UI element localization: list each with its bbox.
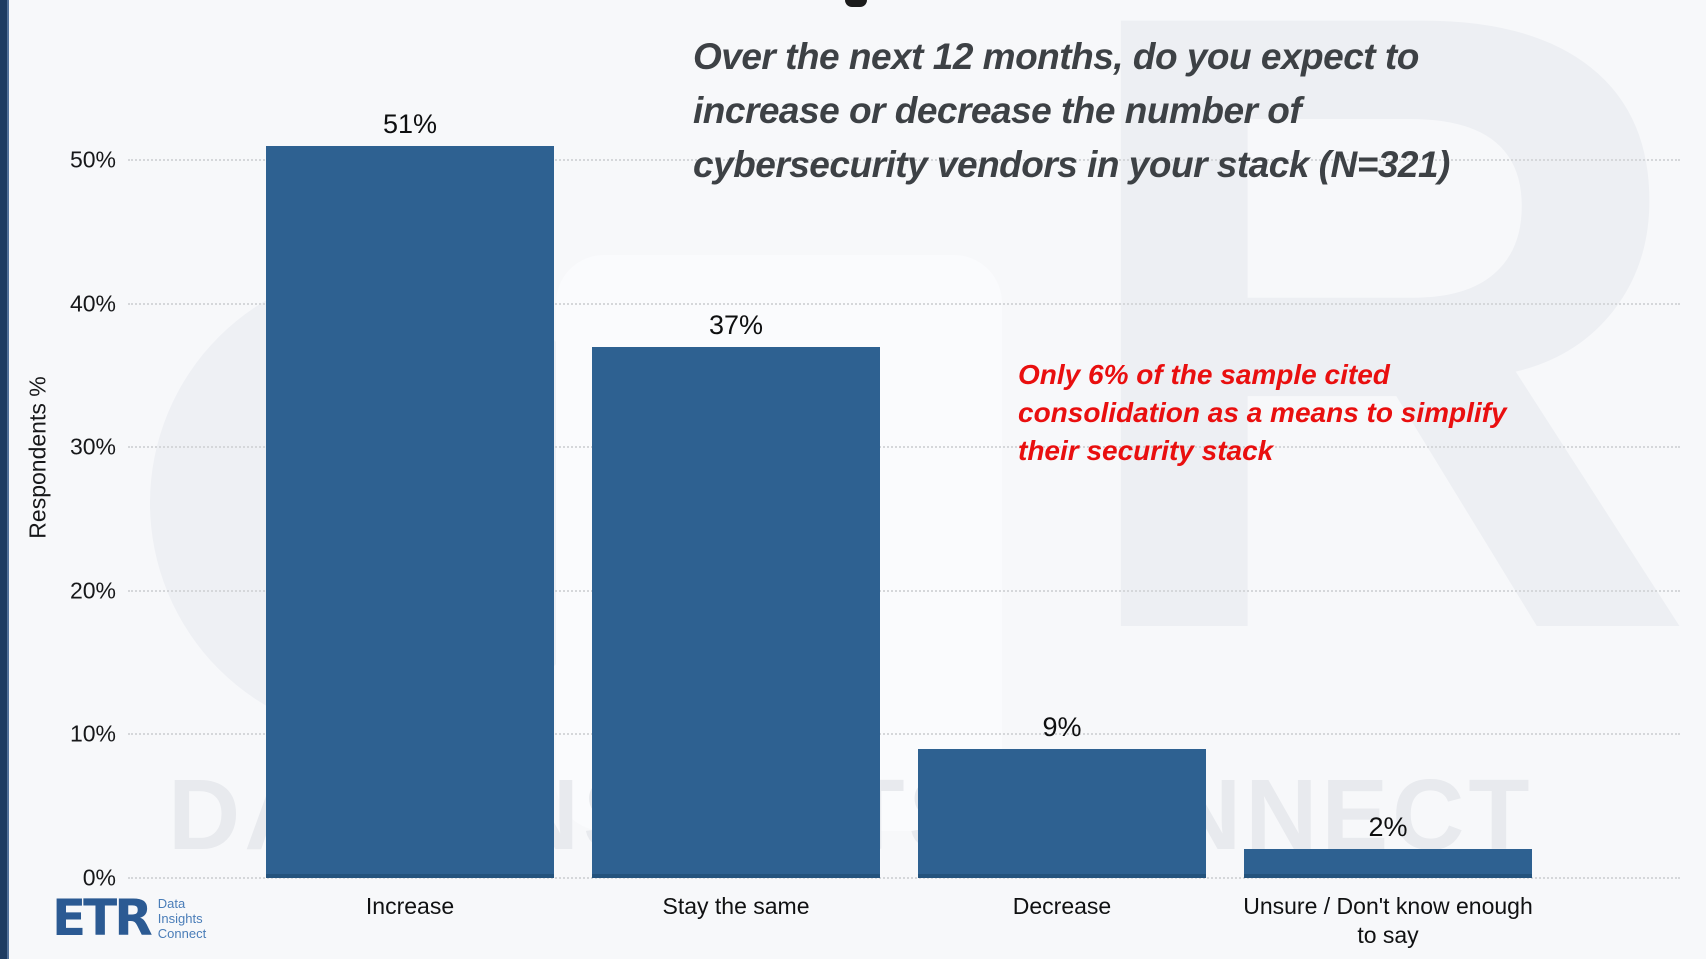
annotation-line-1: Only 6% of the sample cited (1018, 359, 1390, 390)
chart-title-line-2: increase or decrease the number of (693, 90, 1302, 131)
cropped-text-artifact (845, 0, 867, 7)
y-tick-label-20pct: 20% (69, 577, 116, 604)
gridline-0pct (128, 877, 1680, 879)
category-label-stay-the-same: Stay the same (662, 893, 810, 919)
y-tick-label-10pct: 10% (69, 720, 116, 747)
bar-rect-stay-the-same (592, 347, 880, 878)
etr-logo-wordmark: ETR (52, 889, 153, 947)
gridline-10pct (128, 733, 1680, 736)
chart-title-line-3: cybersecurity vendors in your stack (N=3… (693, 144, 1450, 185)
gridline-30pct (128, 446, 1680, 449)
bar-rect-unsure (1244, 849, 1532, 878)
etr-logo: ETR Data Insights Connect (52, 893, 206, 943)
bar-group-decrease: 9% (918, 712, 1206, 878)
gridline-20pct (128, 589, 1680, 592)
bar-rect-decrease (918, 749, 1206, 878)
bar-rect-increase (266, 146, 554, 878)
y-axis-title: Respondents % (24, 376, 51, 539)
chart-title: Over the next 12 months, do you expect t… (693, 30, 1533, 192)
bar-value-label-increase: 51% (382, 109, 438, 139)
etr-logo-tagline-connect: Connect (157, 925, 207, 941)
category-label-unsure: Unsure / Don't know enough to say (1243, 893, 1533, 948)
annotation-note: Only 6% of the sample cited consolidatio… (1018, 356, 1548, 470)
etr-logo-tagline-data: Data (157, 895, 186, 911)
bar-value-label-decrease: 9% (1042, 712, 1082, 742)
bar-group-unsure: 2% (1244, 812, 1532, 878)
etr-watermark-r-letter: R (1062, 0, 1698, 813)
bar-group-stay-the-same: 37% (592, 310, 880, 878)
slide-left-border (0, 0, 10, 959)
y-tick-label-50pct: 50% (69, 146, 116, 173)
y-tick-label-40pct: 40% (69, 290, 116, 317)
annotation-line-3: their security stack (1018, 435, 1274, 466)
etr-logo-tagline-insights: Insights (157, 910, 203, 926)
bar-value-label-stay-the-same: 37% (708, 310, 764, 340)
bar-value-label-unsure: 2% (1368, 812, 1408, 842)
annotation-line-2: consolidation as a means to simplify (1018, 397, 1507, 428)
bar-group-increase: 51% (266, 109, 554, 878)
gridline-50pct (128, 159, 1680, 161)
category-label-decrease: Decrease (1012, 893, 1112, 919)
y-tick-label-30pct: 30% (69, 433, 116, 460)
category-label-increase: Increase (365, 893, 455, 919)
gridline-40pct (128, 302, 1680, 305)
chart-title-line-1: Over the next 12 months, do you expect t… (693, 36, 1419, 77)
etr-logo-tagline: Data Insights Connect (158, 896, 206, 941)
y-tick-label-0pct: 0% (82, 864, 116, 891)
